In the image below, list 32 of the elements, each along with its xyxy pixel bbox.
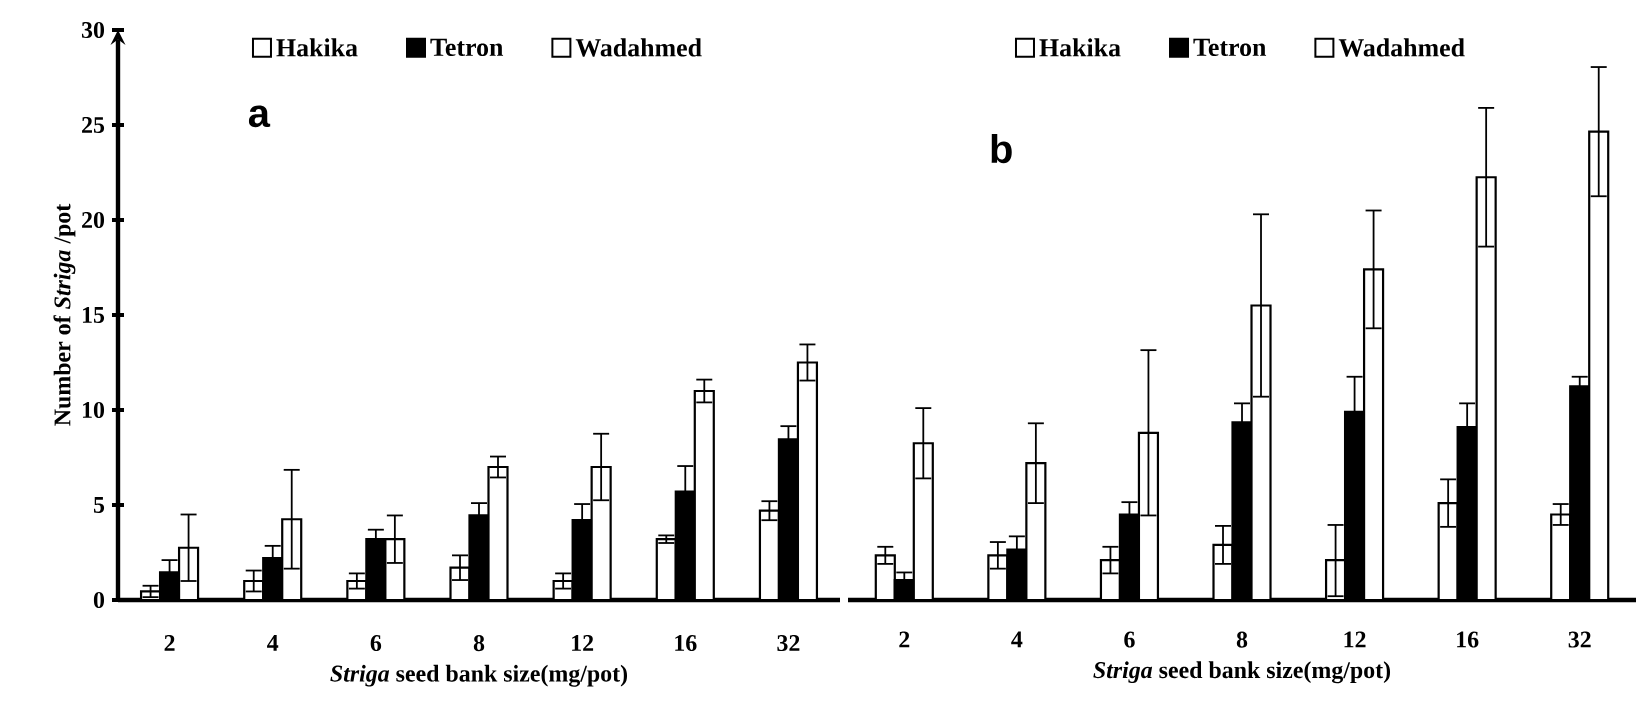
legend-label: Tetron [430, 38, 504, 57]
x-tick-label: 4 [267, 635, 279, 651]
legend-label: Hakika [276, 38, 358, 57]
x-tick-label: 12 [572, 635, 594, 651]
x-tick-label: 32 [777, 635, 800, 652]
y-axis-title: Number of Striga /pot [53, 203, 76, 426]
y-tick-label: 25 [82, 116, 105, 134]
x-tick-label: 2 [899, 631, 910, 648]
legend-label: Wadahmed [1338, 38, 1465, 57]
y-tick-label: 15 [82, 306, 105, 323]
x-tick-label: 6 [1124, 631, 1135, 648]
y-tick-label: 5 [93, 497, 105, 513]
x-tick-label: 8 [473, 635, 485, 652]
x-axis-title: Striga seed bank size(mg/pot) [1093, 661, 1391, 684]
legend-label: Tetron [1193, 38, 1267, 57]
x-tick-label: 6 [370, 635, 382, 652]
y-tick-label: 0 [93, 591, 105, 609]
x-tick-label: 8 [1236, 631, 1248, 648]
x-tick-label: 4 [1011, 631, 1023, 648]
legend-label: Wadahmed [575, 38, 702, 57]
x-tick-label: 12 [1344, 631, 1366, 648]
x-axis-title: Striga seed bank size(mg/pot) [330, 664, 628, 687]
x-tick-label: 32 [1568, 631, 1591, 648]
x-tick-label: 16 [675, 635, 697, 652]
y-tick-label: 30 [81, 21, 105, 39]
y-tick-label: 20 [82, 211, 105, 229]
legend-label: Hakika [1039, 38, 1121, 57]
x-tick-label: 16 [1457, 631, 1479, 648]
y-tick-label: 10 [82, 401, 105, 419]
x-tick-label: 2 [164, 635, 175, 651]
annotation: b [991, 133, 1012, 164]
annotation: a [248, 105, 271, 128]
